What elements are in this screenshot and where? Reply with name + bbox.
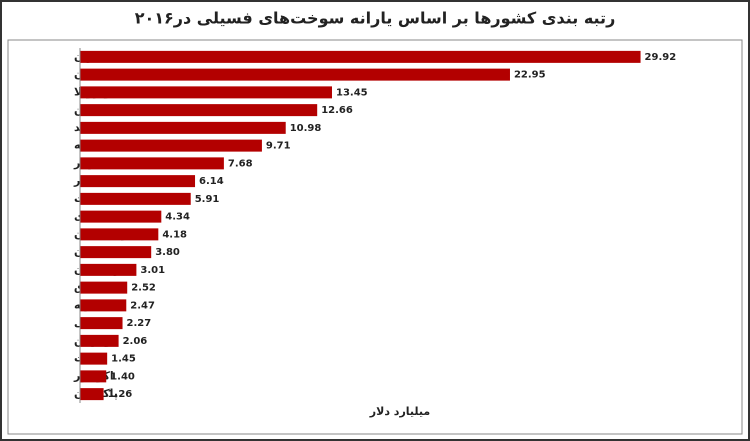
- data-label: 1.26: [108, 389, 133, 400]
- bar: [80, 299, 127, 312]
- data-label: 7.68: [228, 158, 253, 169]
- data-label: 1.45: [111, 354, 136, 365]
- data-label: 5.91: [195, 194, 220, 205]
- bar: [80, 139, 262, 152]
- data-label: 10.98: [290, 123, 322, 134]
- bar: [80, 68, 510, 81]
- data-label: 4.18: [162, 229, 187, 240]
- data-label: 9.71: [266, 141, 291, 152]
- bar: [80, 86, 332, 99]
- bar: [80, 281, 128, 294]
- data-label: 3.01: [140, 265, 165, 276]
- data-label: 13.45: [336, 87, 368, 98]
- data-label: 12.66: [321, 105, 353, 116]
- data-label: 29.92: [645, 52, 677, 63]
- bar: [80, 50, 641, 63]
- x-axis-label: میلیارد دلار: [369, 405, 430, 418]
- data-label: 3.80: [155, 247, 180, 258]
- bar: [80, 121, 286, 134]
- bar: [80, 157, 224, 170]
- bar: [80, 228, 159, 241]
- bar: [80, 104, 318, 117]
- bar: [80, 175, 196, 188]
- bar: [80, 388, 104, 401]
- data-label: 2.27: [127, 318, 152, 329]
- data-label: 4.34: [165, 212, 190, 223]
- bar: [80, 210, 162, 223]
- data-label: 6.14: [199, 176, 224, 187]
- bar: [80, 192, 191, 205]
- chart-title: رتبه بندی کشورها بر اساس یارانه سوخت‌های…: [135, 9, 616, 28]
- data-label: 2.52: [131, 283, 156, 294]
- bar: [80, 334, 119, 347]
- bar: [80, 317, 123, 330]
- bar: [80, 263, 137, 276]
- bar: [80, 370, 107, 383]
- data-label: 1.40: [110, 371, 135, 382]
- bar: [80, 352, 108, 365]
- bar: [80, 246, 152, 259]
- data-label: 2.06: [123, 336, 148, 347]
- data-label: 2.47: [130, 300, 155, 311]
- data-label: 22.95: [514, 70, 546, 81]
